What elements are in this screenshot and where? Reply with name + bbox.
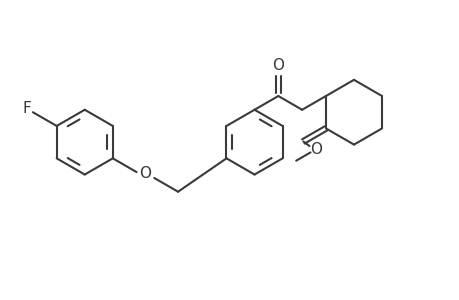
Text: F: F	[22, 101, 31, 116]
Text: O: O	[139, 166, 151, 181]
Text: O: O	[310, 142, 322, 157]
Text: O: O	[272, 58, 284, 73]
